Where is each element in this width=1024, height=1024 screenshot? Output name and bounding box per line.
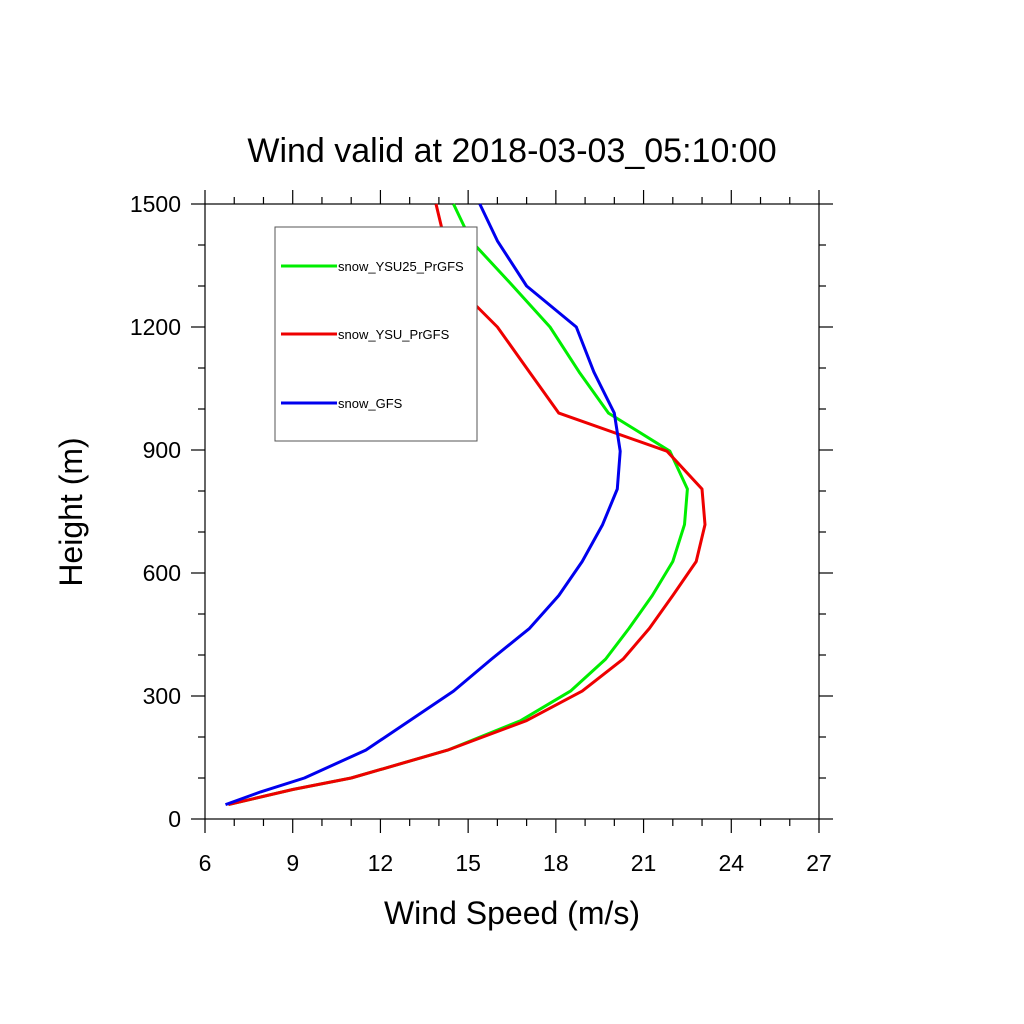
y-tick-label: 1200 [130, 314, 181, 340]
y-tick-label: 900 [143, 437, 181, 463]
chart-title: Wind valid at 2018-03-03_05:10:00 [247, 132, 776, 170]
plot-area: 6 9 12 15 18 21 24 27 0 300 600 900 1200 1500 snow_YSU… [130, 190, 833, 876]
x-tick-label: 24 [718, 850, 744, 876]
y-tick-label: 1500 [130, 191, 181, 217]
x-tick-label: 9 [286, 850, 299, 876]
y-axis-label: Height (m) [53, 437, 89, 586]
x-tick-label: 12 [368, 850, 394, 876]
legend-entry: snow_YSU_PrGFS [338, 327, 450, 342]
x-tick-label: 18 [543, 850, 569, 876]
x-tick-label: 27 [806, 850, 832, 876]
series-line-snow-gfs [224, 203, 622, 807]
legend-entry: snow_YSU25_PrGFS [338, 259, 464, 274]
series-line-snow-ysu-prgfs [228, 203, 707, 807]
y-tick-label: 0 [168, 806, 181, 832]
x-axis-label: Wind Speed (m/s) [384, 895, 640, 931]
x-tick-label: 15 [455, 850, 481, 876]
x-tick-label: 21 [631, 850, 657, 876]
legend-entry: snow_GFS [338, 396, 403, 411]
x-tick-label: 6 [199, 850, 212, 876]
y-tick-label: 600 [143, 560, 181, 586]
plot-frame [204, 203, 820, 820]
y-tick-label: 300 [143, 683, 181, 709]
